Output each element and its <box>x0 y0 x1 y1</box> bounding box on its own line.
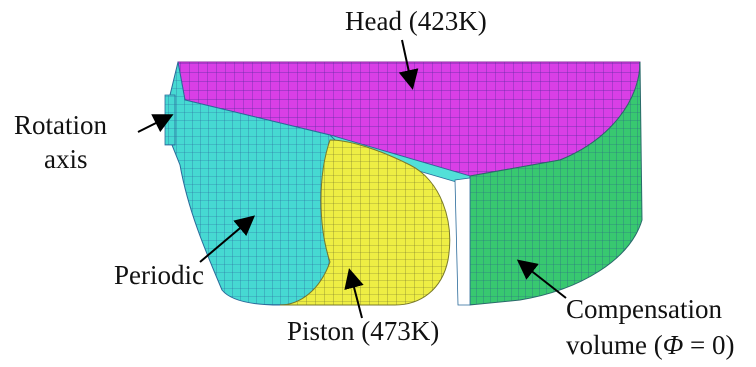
rotation-axis-arrow <box>137 114 174 133</box>
compensation-label-prefix: volume ( <box>566 330 663 360</box>
phi-symbol: Φ <box>662 330 684 360</box>
periodic-arrow <box>199 215 256 263</box>
rotation-axis-notch <box>164 94 176 146</box>
piston-label: Piston (473K) <box>287 316 440 346</box>
rotation-axis-label-line1: Rotation <box>14 110 107 140</box>
compensation-label-line1: Compensation <box>566 294 722 324</box>
compensation-front-edge <box>454 177 471 306</box>
piston-arrow <box>344 268 364 319</box>
head-arrow <box>398 39 419 90</box>
periodic-label: Periodic <box>114 260 204 290</box>
compensation-label-suffix: = 0) <box>683 330 735 360</box>
rotation-axis-label-line2: axis <box>44 144 88 174</box>
compensation-arrow <box>516 259 567 299</box>
compensation-surface <box>469 61 643 306</box>
piston-surface <box>279 139 451 306</box>
compensation-label-line2: volume (Φ = 0) <box>566 332 735 359</box>
head-label: Head (423K) <box>345 6 487 36</box>
